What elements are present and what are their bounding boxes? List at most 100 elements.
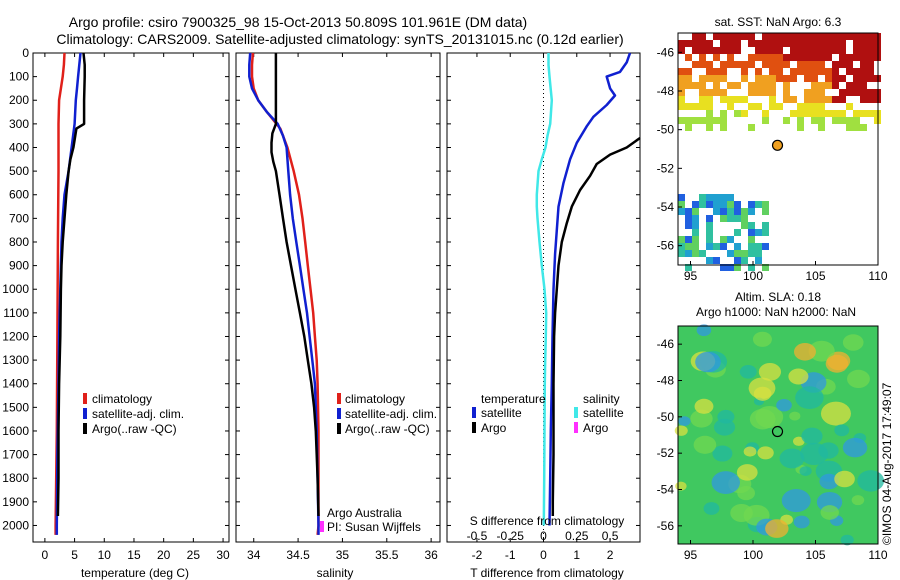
map-cell [713,243,720,250]
x-tick-label: 35.5 [375,548,399,562]
map-cell [818,40,825,47]
map-cell [811,33,818,40]
map-cell [741,68,748,75]
map-cell [762,208,769,215]
map-x-tick-label: 105 [805,548,825,562]
map-cell [727,236,734,243]
map-cell [818,96,825,103]
map-cell [734,201,741,208]
map-cell [867,75,874,82]
map-cell [818,117,825,124]
map-cell [776,61,783,68]
map-cell [762,40,769,47]
map-cell [685,215,692,222]
map-y-tick-label: -52 [657,161,675,175]
map-cell [860,47,867,54]
map-blob [793,515,810,529]
y-tick-label: 500 [9,164,29,178]
map-cell [860,89,867,96]
map-cell [818,61,825,68]
map-cell [685,75,692,82]
map-x-tick-label: 100 [743,269,763,283]
map-cell [685,243,692,250]
map-cell [811,89,818,96]
map-cell [769,75,776,82]
map-x-tick-label: 100 [743,548,763,562]
map-cell [860,68,867,75]
map-cell [755,75,762,82]
map-cell [720,236,727,243]
map-cell [818,110,825,117]
map-cell [706,110,713,117]
map-cell [860,124,867,131]
map-cell [839,61,846,68]
map-cell [727,264,734,271]
map-cell [853,40,860,47]
map-cell [720,75,727,82]
map-cell [832,47,839,54]
map-cell [720,89,727,96]
map-blob [842,334,864,351]
map-cell [692,215,699,222]
map-cell [678,68,685,75]
map-cell [762,201,769,208]
map-cell [769,54,776,61]
y-tick-label: 300 [9,117,29,131]
map-cell [692,103,699,110]
map-cell [769,82,776,89]
map-blob [696,324,712,337]
map-blob [795,386,824,410]
map-cell [727,201,734,208]
credit-text: ©IMOS 04-Aug-2017 17:49:07 [880,382,894,545]
map-cell [867,110,874,117]
map-blob [834,470,855,488]
map-cell [762,110,769,117]
legend-label-s-argo: Argo [583,421,609,435]
map-blob [781,489,811,513]
series-line-argo-raw-qc- [270,53,320,517]
y-tick-label: 2000 [2,518,29,532]
map-cell [853,54,860,61]
y-tick-label: 200 [9,93,29,107]
map-cell [811,40,818,47]
map-cell [832,110,839,117]
map-cell [811,82,818,89]
map-cell [685,250,692,257]
map-cell [839,54,846,61]
map-cell [762,229,769,236]
s-tick-label: -0.5 [467,529,488,543]
map-cell [720,68,727,75]
y-tick-label: 1400 [2,377,29,391]
map-cell [678,47,685,54]
map-cell [720,124,727,131]
map-cell [748,201,755,208]
map-cell [867,47,874,54]
map-cell [818,82,825,89]
map-cell [720,243,727,250]
map-blob [736,464,758,481]
map-cell [678,236,685,243]
map-y-tick-label: -46 [657,45,675,59]
map-cell [853,110,860,117]
map-cell [804,54,811,61]
map-cell [734,208,741,215]
map-cell [699,82,706,89]
map-cell [755,89,762,96]
map-cell [685,208,692,215]
map-cell [811,47,818,54]
map-cell [846,89,853,96]
map-cell [769,61,776,68]
map-cell [692,243,699,250]
map-cell [762,47,769,54]
map-cell [727,33,734,40]
x-tick-label: 35 [336,548,350,562]
plots: 0100200300400500600700800900100011001200… [2,32,888,562]
map-cell [713,257,720,264]
map-cell [741,257,748,264]
map-cell [825,75,832,82]
legend-swatch-argo [83,423,87,434]
map-cell [720,117,727,124]
map-cell [699,103,706,110]
map-cell [678,40,685,47]
map-cell [713,82,720,89]
